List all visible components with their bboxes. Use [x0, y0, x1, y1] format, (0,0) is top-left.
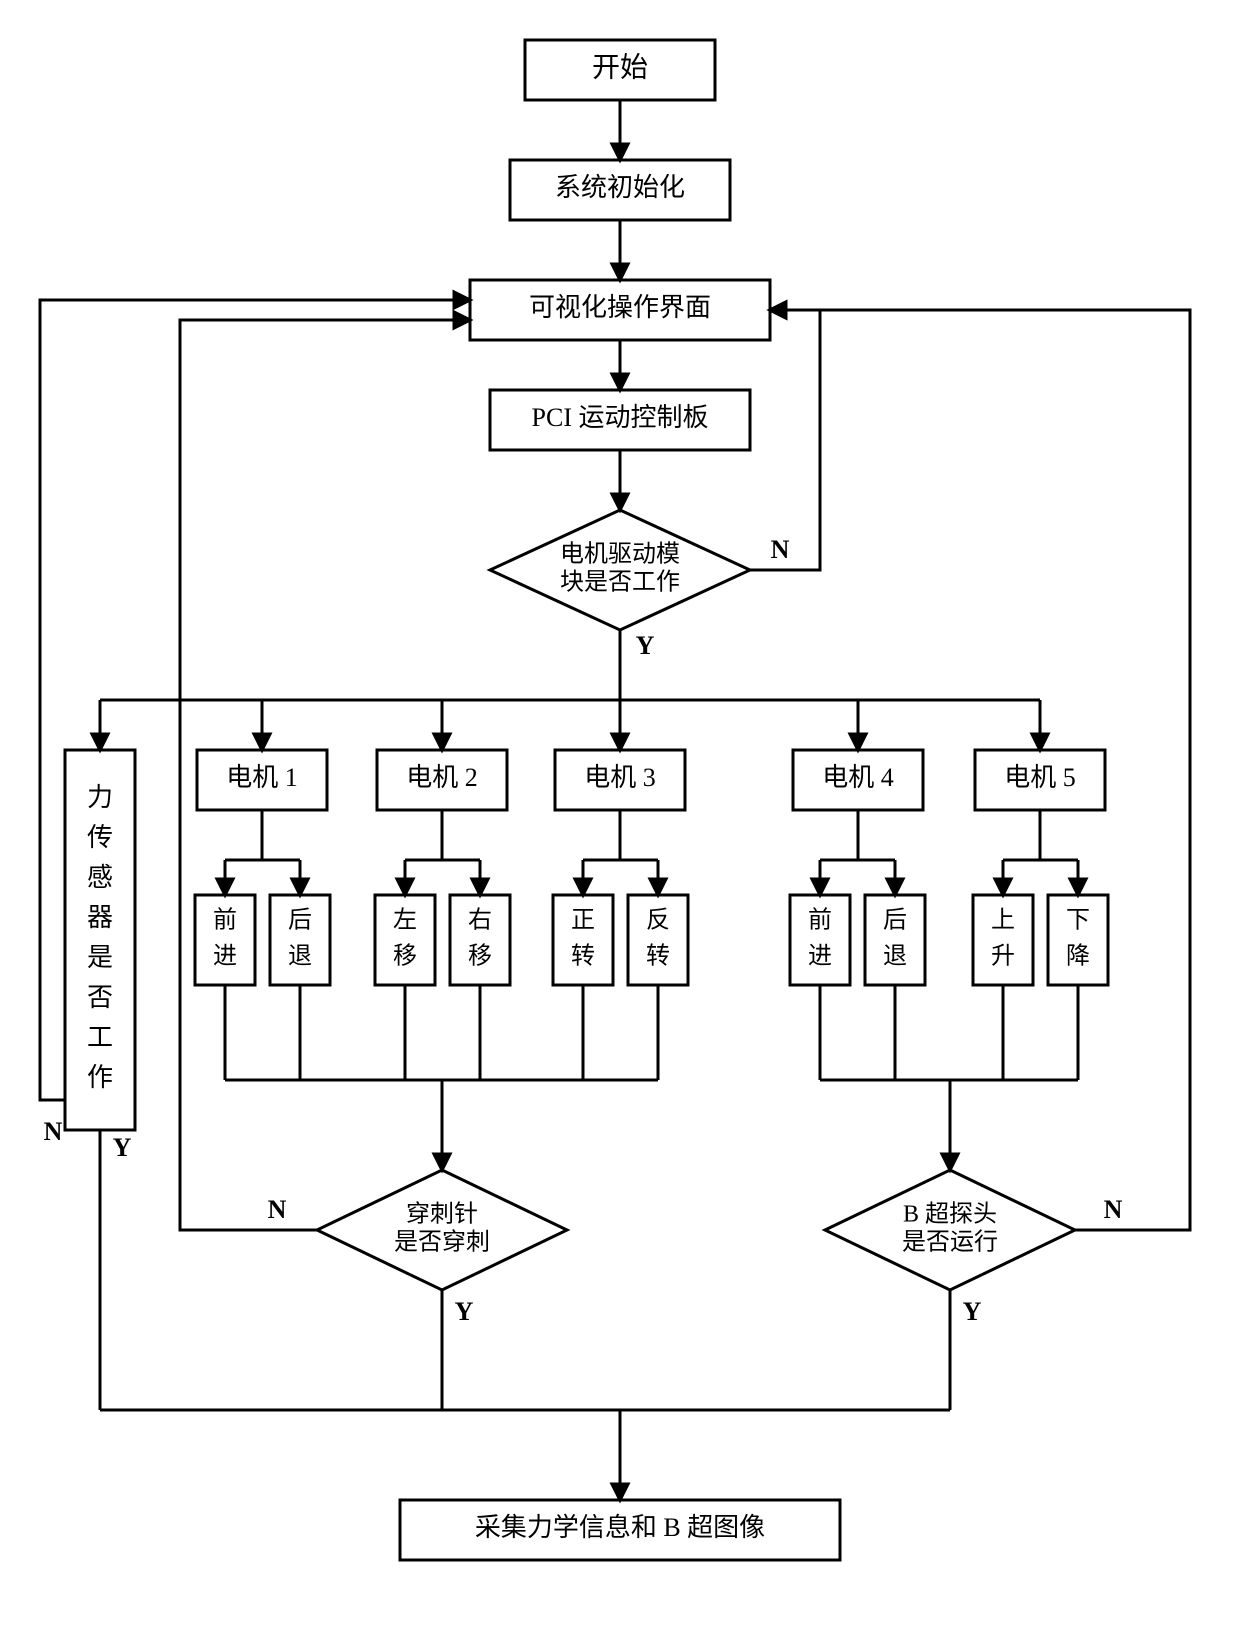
svg-text:降: 降	[1066, 943, 1090, 970]
svg-text:正: 正	[571, 908, 595, 934]
svg-text:进: 进	[808, 944, 832, 970]
svg-text:前: 前	[808, 907, 832, 934]
svg-text:N: N	[268, 1195, 287, 1224]
svg-text:转: 转	[646, 943, 670, 970]
svg-text:N: N	[1104, 1195, 1123, 1224]
svg-text:N: N	[44, 1117, 63, 1146]
svg-text:电机 4: 电机 4	[822, 763, 894, 792]
svg-text:进: 进	[213, 944, 237, 970]
svg-text:Y: Y	[963, 1297, 982, 1326]
svg-text:力: 力	[87, 783, 113, 812]
svg-text:后: 后	[288, 907, 312, 934]
svg-text:器: 器	[87, 903, 113, 932]
svg-text:退: 退	[883, 944, 907, 970]
svg-text:左: 左	[393, 907, 417, 934]
svg-text:传: 传	[87, 823, 113, 852]
svg-text:是否穿刺: 是否穿刺	[394, 1229, 490, 1256]
svg-text:Y: Y	[455, 1297, 474, 1326]
svg-text:电机 1: 电机 1	[226, 763, 298, 792]
svg-text:Y: Y	[113, 1133, 132, 1162]
svg-text:电机 3: 电机 3	[584, 763, 656, 792]
flowchart: 开始系统初始化可视化操作界面 PCI 运动控制板电机驱动模块是否工作电机 1 电机 …	[0, 0, 1240, 1642]
svg-text:可视化操作界面: 可视化操作界面	[529, 293, 711, 322]
svg-text:前: 前	[213, 907, 237, 934]
svg-text:右: 右	[468, 907, 492, 934]
svg-text:电机 5: 电机 5	[1004, 763, 1076, 792]
svg-text:是否运行: 是否运行	[902, 1229, 998, 1256]
svg-text:转: 转	[571, 943, 595, 970]
svg-text:采集力学信息和 B 超图像: 采集力学信息和 B 超图像	[475, 1513, 765, 1542]
svg-text:反: 反	[646, 907, 670, 934]
svg-text:工: 工	[87, 1023, 113, 1052]
svg-text:升: 升	[991, 943, 1015, 970]
svg-text:作: 作	[87, 1063, 113, 1092]
svg-text:下: 下	[1066, 908, 1090, 934]
svg-text:N: N	[771, 535, 790, 564]
svg-text:感: 感	[87, 863, 113, 892]
svg-text:穿刺针: 穿刺针	[406, 1201, 478, 1228]
svg-text:开始: 开始	[592, 51, 648, 83]
svg-text:块是否工作: 块是否工作	[560, 569, 680, 596]
svg-text:电机 2: 电机 2	[406, 763, 478, 792]
svg-text:Y: Y	[636, 631, 655, 660]
svg-text:否: 否	[87, 983, 113, 1012]
svg-text:退: 退	[288, 944, 312, 970]
svg-text:系统初始化: 系统初始化	[555, 173, 685, 202]
svg-text:是: 是	[87, 943, 113, 972]
svg-text:上: 上	[991, 907, 1015, 934]
svg-text:移: 移	[468, 943, 492, 970]
svg-text:后: 后	[883, 907, 907, 934]
svg-text:B 超探头: B 超探头	[903, 1201, 997, 1228]
svg-text:移: 移	[393, 943, 417, 970]
svg-text:PCI 运动控制板: PCI 运动控制板	[532, 403, 709, 432]
svg-text:电机驱动模: 电机驱动模	[560, 541, 680, 568]
